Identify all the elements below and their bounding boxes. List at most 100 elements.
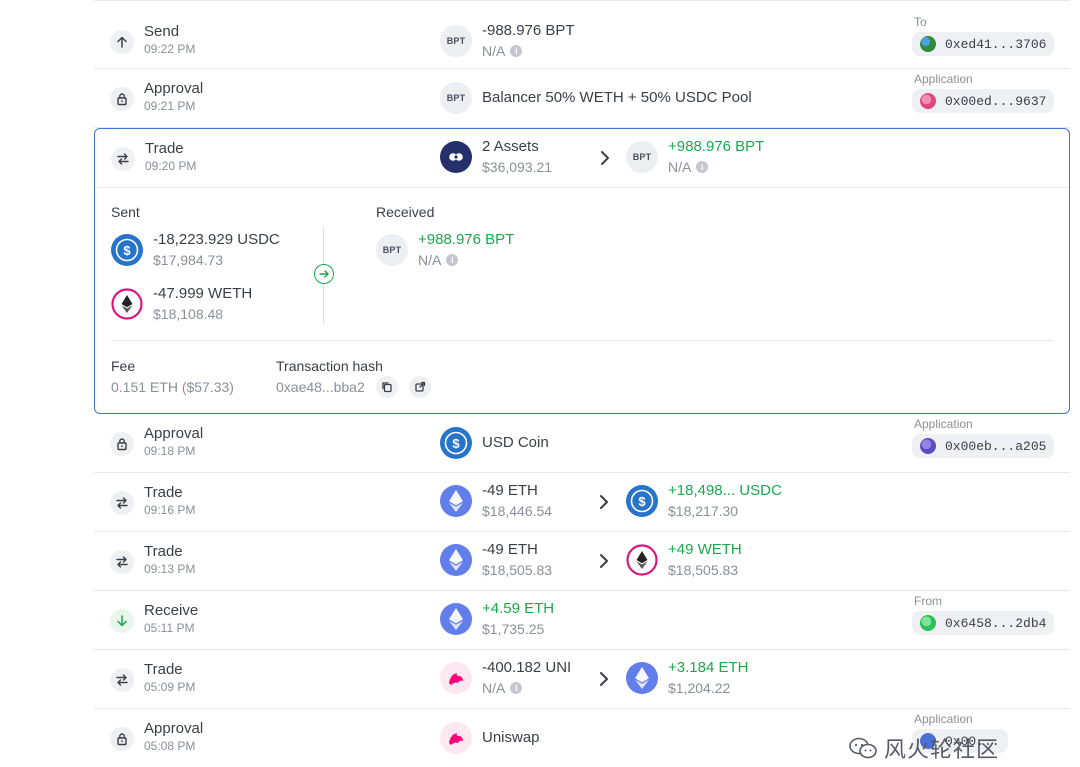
transaction-row[interactable]: Receive 05:11 PM +4.59 ETH $1,735.25 Fro… [94, 591, 1070, 650]
address-chip[interactable]: 0x00eb...a205 [912, 434, 1055, 458]
avatar-icon [920, 93, 936, 109]
info-icon[interactable]: i [446, 254, 459, 266]
asset-amount: -988.976 BPT [482, 22, 575, 39]
avatar-icon [920, 615, 936, 631]
transaction-type: Approval [144, 720, 204, 737]
party-label: Application [914, 417, 973, 431]
from-amount: -49 ETH [482, 482, 538, 499]
chevron-right-icon [598, 493, 610, 511]
transaction-time: 05:11 PM [144, 621, 195, 635]
address-text: 0x00... [945, 733, 1000, 749]
asset-name: Balancer 50% WETH + 50% USDC Pool [482, 89, 752, 106]
transaction-row[interactable]: Trade 09:13 PM -49 ETH $18,505.83 +49 WE… [94, 532, 1070, 591]
bpt-token-icon: BPT [376, 234, 408, 266]
transaction-row[interactable]: Approval 09:21 PM BPT Balancer 50% WETH … [94, 69, 1070, 128]
external-link-icon[interactable] [409, 376, 431, 398]
transaction-row[interactable]: Approval 09:18 PM USD Coin Application 0… [94, 414, 1070, 473]
chevron-right-icon [599, 149, 611, 167]
transaction-type: Trade [145, 140, 184, 157]
party-label: Application [914, 712, 973, 726]
asset-name: USD Coin [482, 434, 549, 451]
transaction-time: 09:21 PM [144, 99, 196, 113]
eth-token-icon [440, 544, 472, 576]
sent-value: $17,984.73 [153, 252, 224, 268]
copy-icon[interactable] [376, 376, 398, 398]
transaction-type: Trade [144, 661, 183, 678]
uni-token-icon [440, 722, 472, 754]
address-chip[interactable]: 0x00... [912, 729, 1008, 753]
to-value: N/A [668, 159, 692, 175]
from-amount: -400.182 UNI [482, 659, 572, 676]
transaction-type: Receive [144, 602, 199, 619]
to-value: $18,217.30 [668, 503, 739, 519]
transaction-time: 09:13 PM [144, 562, 196, 576]
usdc-token-icon [440, 427, 472, 459]
eth-token-icon [440, 603, 472, 635]
bpt-token-icon: BPT [440, 25, 472, 57]
transaction-time: 09:22 PM [144, 42, 196, 56]
asset-amount: +4.59 ETH [482, 600, 555, 617]
eth-token-icon [440, 485, 472, 517]
bpt-token-icon: BPT [626, 141, 658, 173]
asset-value: $1,735.25 [482, 621, 545, 637]
swap-icon [111, 147, 135, 171]
chevron-right-icon [598, 670, 610, 688]
party-label: From [914, 594, 942, 608]
lock-icon [110, 432, 134, 456]
swap-icon [110, 668, 134, 692]
to-value: $1,204.22 [668, 680, 731, 696]
sent-value: $18,108.48 [153, 306, 224, 322]
lock-icon [110, 727, 134, 751]
transaction-time: 05:08 PM [144, 739, 196, 753]
transaction-row[interactable]: Approval 05:08 PM Uniswap Application 0x… [94, 709, 1070, 767]
received-amount: +988.976 BPT [418, 231, 515, 248]
fee-title: Fee [111, 358, 136, 374]
to-value: $18,505.83 [668, 562, 739, 578]
arrow-right-circle-icon [314, 264, 334, 284]
divider [111, 340, 1053, 341]
info-icon[interactable]: i [510, 45, 523, 57]
arrow-up-icon [110, 30, 134, 54]
transaction-row[interactable]: Trade 05:09 PM -400.182 UNI N/A i +3.184 … [94, 650, 1070, 709]
address-text: 0xed41...3706 [945, 36, 1047, 52]
from-value: $18,446.54 [482, 503, 553, 519]
transaction-type: Trade [144, 484, 183, 501]
to-amount: +3.184 ETH [668, 659, 749, 676]
address-text: 0x6458...2db4 [945, 615, 1047, 631]
avatar-icon [920, 438, 936, 454]
hash-title: Transaction hash [276, 358, 383, 374]
received-title: Received [376, 204, 435, 220]
address-chip[interactable]: 0x6458...2db4 [912, 611, 1055, 635]
address-chip[interactable]: 0xed41...3706 [912, 32, 1055, 56]
uni-token-icon [440, 662, 472, 694]
from-amount: -49 ETH [482, 541, 538, 558]
transaction-time: 09:16 PM [144, 503, 196, 517]
hash-value: 0xae48...bba2 [276, 379, 365, 395]
info-icon[interactable]: i [510, 682, 523, 694]
transaction-time: 09:18 PM [144, 444, 196, 458]
transaction-type: Send [144, 23, 180, 40]
transaction-row[interactable]: Send 09:22 PM BPT -988.976 BPT N/A i To 0… [94, 0, 1070, 69]
asset-name: Uniswap [482, 729, 540, 746]
received-value: N/A [418, 252, 442, 268]
from-value: N/A [482, 680, 506, 696]
eth-token-icon [626, 662, 658, 694]
fee-value: 0.151 ETH ($57.33) [111, 379, 234, 395]
transaction-type: Approval [144, 425, 204, 442]
swap-icon [110, 550, 134, 574]
transaction-row[interactable]: Trade 09:16 PM -49 ETH $18,446.54 +18,49… [94, 473, 1070, 532]
transaction-type: Trade [144, 543, 183, 560]
bpt-token-icon: BPT [440, 82, 472, 114]
address-text: 0x00eb...a205 [945, 438, 1047, 454]
address-chip[interactable]: 0x00ed...9637 [912, 89, 1055, 113]
info-icon[interactable]: i [696, 161, 709, 173]
party-label: Application [914, 72, 973, 86]
multi-asset-icon [440, 141, 472, 173]
expanded-trade-card[interactable]: Trade 09:20 PM 2 Assets $36,093.21 BPT +… [94, 128, 1070, 414]
transaction-row[interactable]: Trade 09:20 PM 2 Assets $36,093.21 BPT +… [95, 129, 1069, 188]
swap-icon [110, 491, 134, 515]
to-amount: +49 WETH [668, 541, 742, 558]
transaction-time: 05:09 PM [144, 680, 196, 694]
asset-value: N/A [482, 43, 506, 59]
wechat-icon [849, 737, 877, 759]
